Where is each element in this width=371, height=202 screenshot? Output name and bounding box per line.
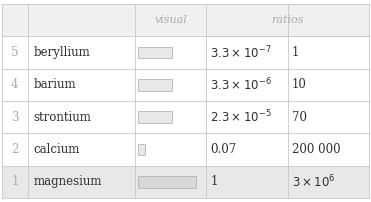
Bar bbox=[138, 47, 172, 58]
Bar bbox=[2, 4, 369, 36]
Text: 5: 5 bbox=[11, 46, 19, 59]
Text: ratios: ratios bbox=[271, 15, 304, 25]
Text: 1: 1 bbox=[11, 175, 19, 188]
Bar bbox=[206, 4, 369, 36]
Bar bbox=[138, 111, 172, 123]
Text: 4: 4 bbox=[11, 78, 19, 91]
Text: magnesium: magnesium bbox=[33, 175, 102, 188]
Text: $3.3\times10^{-7}$: $3.3\times10^{-7}$ bbox=[210, 44, 272, 61]
Text: 3: 3 bbox=[11, 111, 19, 124]
Text: $2.3\times10^{-5}$: $2.3\times10^{-5}$ bbox=[210, 109, 272, 125]
Text: 70: 70 bbox=[292, 111, 307, 124]
Text: beryllium: beryllium bbox=[33, 46, 90, 59]
Bar bbox=[138, 176, 197, 188]
Text: barium: barium bbox=[33, 78, 76, 91]
Text: 200 000: 200 000 bbox=[292, 143, 341, 156]
Text: 1: 1 bbox=[210, 175, 218, 188]
Bar bbox=[2, 166, 369, 198]
Text: $3.3\times10^{-6}$: $3.3\times10^{-6}$ bbox=[210, 77, 272, 93]
Text: 2: 2 bbox=[11, 143, 19, 156]
Text: 10: 10 bbox=[292, 78, 307, 91]
Bar bbox=[138, 144, 145, 155]
Text: 1: 1 bbox=[292, 46, 299, 59]
Text: calcium: calcium bbox=[33, 143, 80, 156]
Text: $3\times10^{6}$: $3\times10^{6}$ bbox=[292, 174, 336, 190]
Bar bbox=[138, 79, 172, 91]
Text: strontium: strontium bbox=[33, 111, 91, 124]
Text: 0.07: 0.07 bbox=[210, 143, 237, 156]
Text: visual: visual bbox=[154, 15, 187, 25]
